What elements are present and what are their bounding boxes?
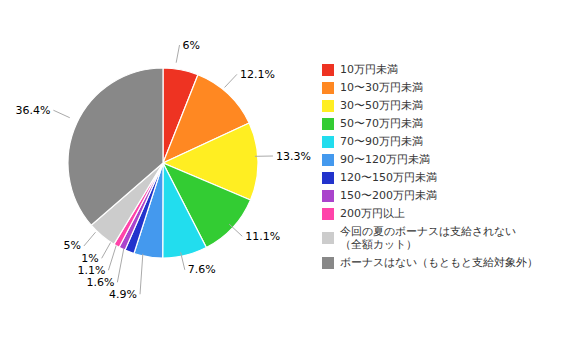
svg-text:1.6%: 1.6% (86, 276, 114, 289)
svg-text:13.3%: 13.3% (276, 150, 311, 163)
svg-text:12.1%: 12.1% (240, 68, 275, 81)
html-text:10〜30万円未満: 10〜30万円未満 (340, 81, 423, 94)
svg-text:36.4%: 36.4% (15, 104, 50, 117)
svg-text:6%: 6% (183, 39, 200, 52)
html-text:200万円以上: 200万円以上 (340, 207, 405, 220)
svg-text:1.1%: 1.1% (77, 264, 105, 277)
html-text:今回の夏のボーナスは支給されない （全額カット）: 今回の夏のボーナスは支給されない （全額カット） (340, 225, 516, 251)
html-text:70〜90万円未満: 70〜90万円未満 (340, 135, 423, 148)
svg-text:11.1%: 11.1% (245, 230, 280, 243)
svg-text:7.6%: 7.6% (188, 263, 216, 276)
svg-text:4.9%: 4.9% (109, 288, 137, 301)
html-text:10万円未満: 10万円未満 (340, 63, 398, 76)
html-text:50〜70万円未満: 50〜70万円未満 (340, 117, 423, 130)
html-text:150〜200万円未満: 150〜200万円未満 (340, 189, 437, 202)
svg-text:1%: 1% (81, 252, 98, 265)
html-text:90〜120万円未満: 90〜120万円未満 (340, 153, 430, 166)
html-text:120〜150万円未満: 120〜150万円未満 (340, 171, 437, 184)
html-text:30〜50万円未満: 30〜50万円未満 (340, 99, 423, 112)
svg-text:5%: 5% (63, 239, 80, 252)
html-text:ボーナスはない（もともと支給対象外）: ボーナスはない（もともと支給対象外） (340, 256, 538, 269)
